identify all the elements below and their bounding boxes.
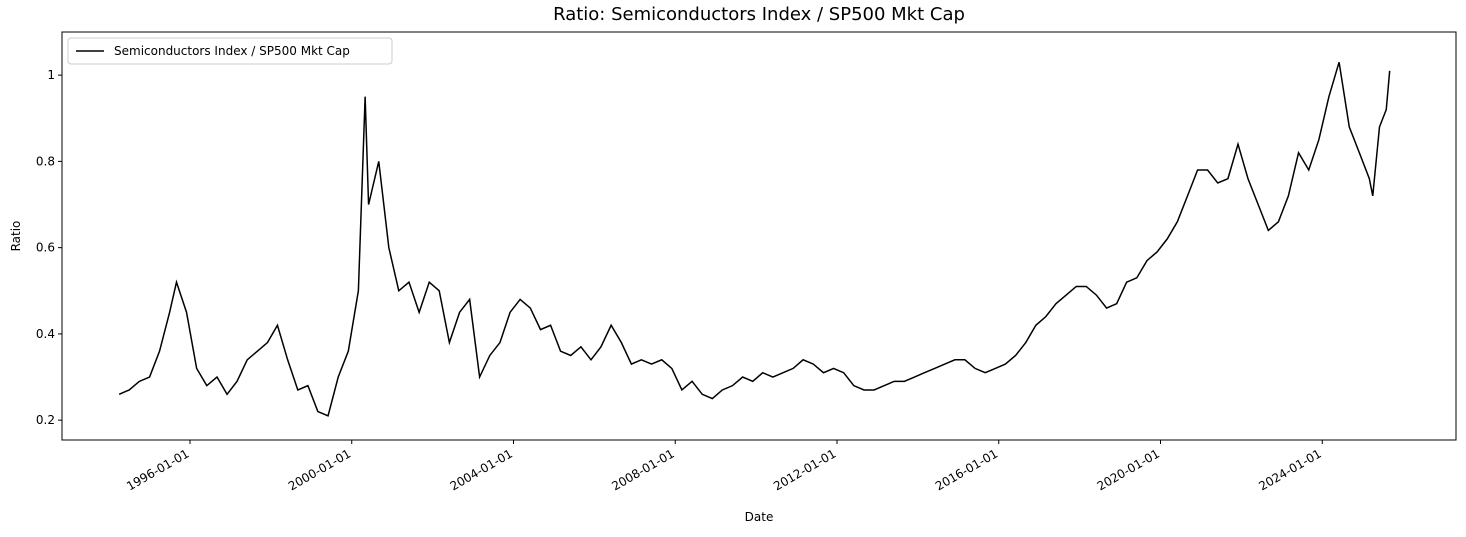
y-tick-label: 0.4 (36, 327, 55, 341)
x-tick-label: 2020-01-01 (1095, 446, 1162, 493)
x-axis-label: Date (745, 510, 774, 524)
x-tick-label: 2012-01-01 (771, 446, 838, 493)
y-tick-label: 0.8 (36, 154, 55, 168)
legend-label: Semiconductors Index / SP500 Mkt Cap (114, 44, 350, 58)
y-axis-label: Ratio (9, 221, 23, 252)
axes-frame (61, 31, 1457, 441)
x-tick-label: 2000-01-01 (286, 446, 353, 493)
legend-box (67, 37, 393, 65)
x-tick-label: 2004-01-01 (448, 446, 515, 493)
x-tick-label: 2008-01-01 (609, 446, 676, 493)
y-tick-label: 0.2 (36, 413, 55, 427)
data-line (118, 61, 1391, 417)
x-tick-label: 1996-01-01 (124, 446, 191, 493)
y-tick-label: 0.6 (36, 241, 55, 255)
chart-title: Ratio: Semiconductors Index / SP500 Mkt … (553, 4, 965, 25)
y-tick-label: 1 (47, 68, 55, 82)
x-tick-label: 2016-01-01 (933, 446, 1000, 493)
x-tick-label: 2024-01-01 (1256, 446, 1323, 493)
